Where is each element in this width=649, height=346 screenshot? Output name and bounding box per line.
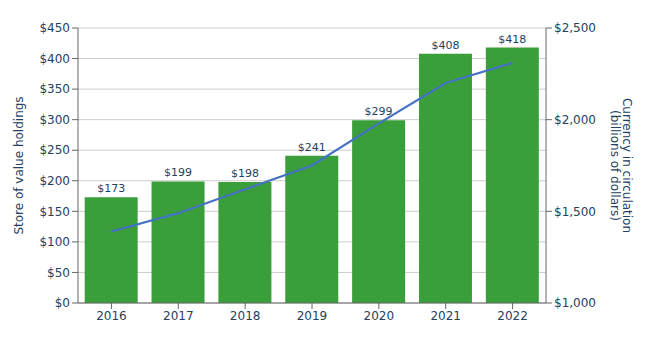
svg-text:$2,500: $2,500	[554, 21, 596, 35]
svg-text:$408: $408	[431, 39, 459, 52]
svg-text:$300: $300	[39, 113, 70, 127]
svg-text:$173: $173	[97, 182, 125, 195]
svg-text:$1,500: $1,500	[554, 205, 596, 219]
svg-text:$200: $200	[39, 174, 70, 188]
svg-text:$450: $450	[39, 21, 70, 35]
svg-text:2018: 2018	[230, 309, 261, 323]
svg-text:2022: 2022	[497, 309, 528, 323]
svg-text:$199: $199	[164, 166, 192, 179]
svg-text:2016: 2016	[96, 309, 127, 323]
svg-text:$418: $418	[498, 33, 526, 46]
svg-text:$1,000: $1,000	[554, 296, 596, 310]
svg-text:$100: $100	[39, 235, 70, 249]
svg-text:Store of value holdings: Store of value holdings	[12, 96, 26, 234]
svg-text:$400: $400	[39, 52, 70, 66]
svg-text:$2,000: $2,000	[554, 113, 596, 127]
svg-text:2021: 2021	[430, 309, 461, 323]
svg-text:$150: $150	[39, 205, 70, 219]
svg-text:$50: $50	[47, 266, 70, 280]
svg-text:2019: 2019	[297, 309, 328, 323]
svg-text:2017: 2017	[163, 309, 194, 323]
svg-text:$241: $241	[298, 141, 326, 154]
svg-text:$299: $299	[365, 105, 393, 118]
svg-text:$250: $250	[39, 143, 70, 157]
svg-text:2020: 2020	[364, 309, 395, 323]
svg-text:$0: $0	[55, 296, 70, 310]
svg-text:Currency in circulation(billio: Currency in circulation(billions of doll…	[608, 98, 634, 233]
svg-text:$350: $350	[39, 82, 70, 96]
svg-text:$198: $198	[231, 167, 259, 180]
